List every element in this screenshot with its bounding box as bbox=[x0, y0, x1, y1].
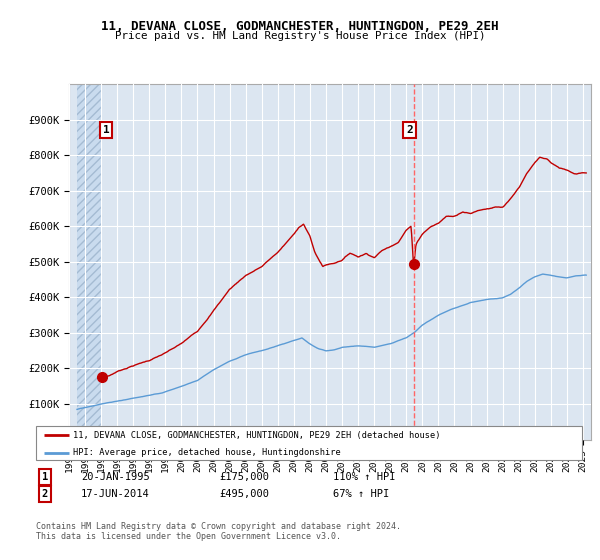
Text: 2: 2 bbox=[406, 125, 413, 135]
Text: HPI: Average price, detached house, Huntingdonshire: HPI: Average price, detached house, Hunt… bbox=[73, 448, 341, 457]
Text: 110% ↑ HPI: 110% ↑ HPI bbox=[333, 472, 395, 482]
Text: 67% ↑ HPI: 67% ↑ HPI bbox=[333, 489, 389, 499]
Text: 2: 2 bbox=[42, 489, 48, 499]
Text: 1: 1 bbox=[42, 472, 48, 482]
Text: 11, DEVANA CLOSE, GODMANCHESTER, HUNTINGDON, PE29 2EH: 11, DEVANA CLOSE, GODMANCHESTER, HUNTING… bbox=[101, 20, 499, 32]
Text: Contains HM Land Registry data © Crown copyright and database right 2024.
This d: Contains HM Land Registry data © Crown c… bbox=[36, 522, 401, 542]
Text: 11, DEVANA CLOSE, GODMANCHESTER, HUNTINGDON, PE29 2EH (detached house): 11, DEVANA CLOSE, GODMANCHESTER, HUNTING… bbox=[73, 431, 440, 440]
Bar bbox=[77, 84, 102, 440]
FancyBboxPatch shape bbox=[36, 426, 582, 460]
Text: 1: 1 bbox=[103, 125, 109, 135]
Text: Price paid vs. HM Land Registry's House Price Index (HPI): Price paid vs. HM Land Registry's House … bbox=[115, 31, 485, 41]
Text: 20-JAN-1995: 20-JAN-1995 bbox=[81, 472, 150, 482]
Text: £495,000: £495,000 bbox=[219, 489, 269, 499]
Text: £175,000: £175,000 bbox=[219, 472, 269, 482]
Text: 17-JUN-2014: 17-JUN-2014 bbox=[81, 489, 150, 499]
